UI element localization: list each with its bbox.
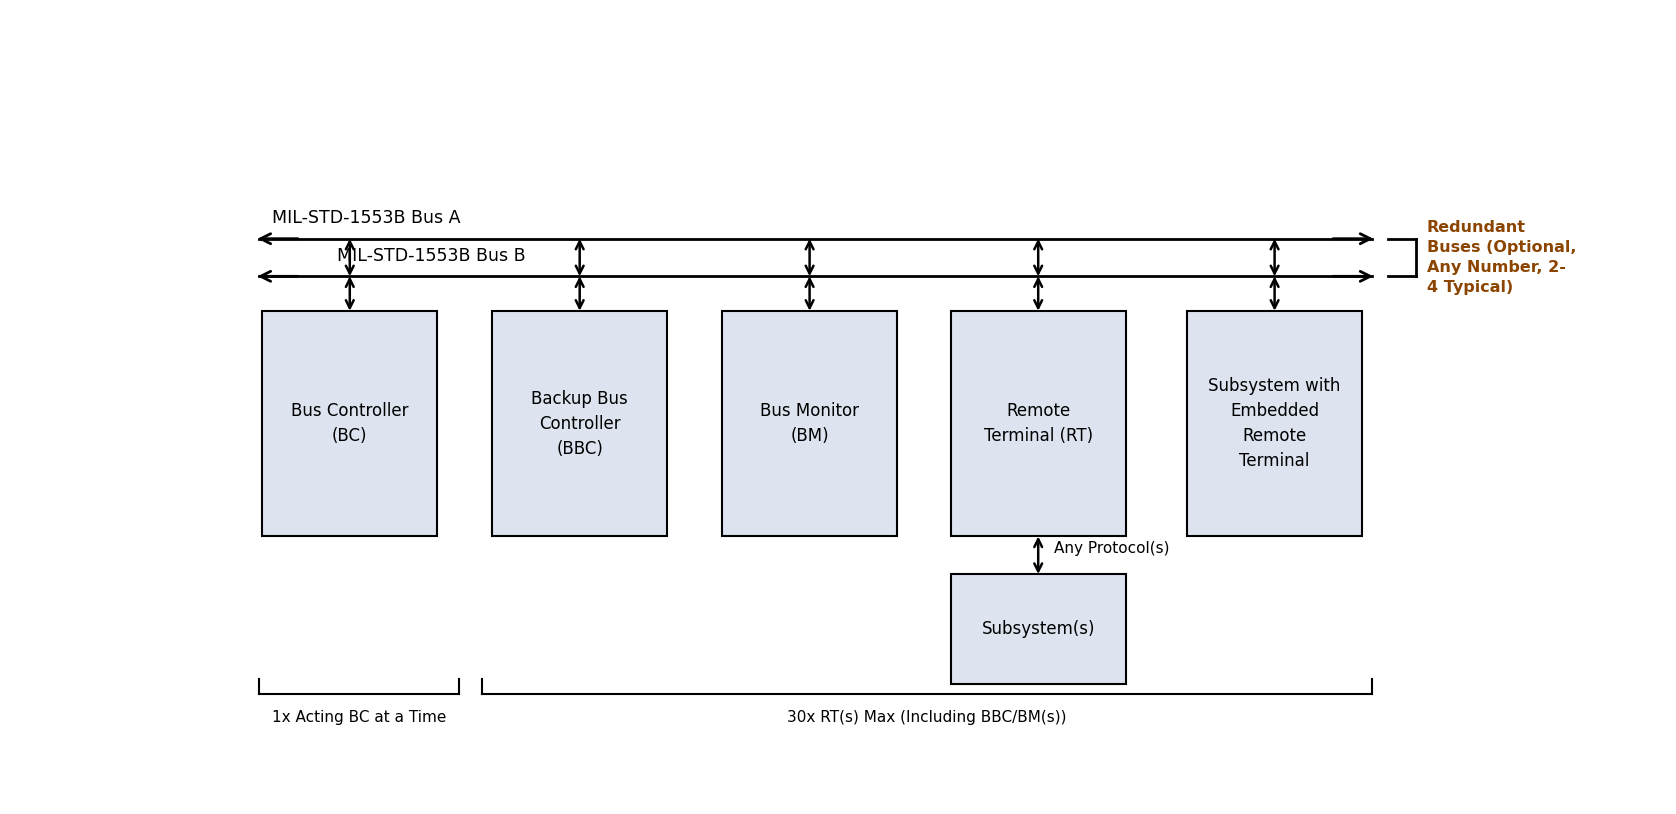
Text: Any Protocol(s): Any Protocol(s) — [1054, 541, 1170, 557]
Bar — [261, 311, 437, 536]
Bar — [950, 311, 1126, 536]
Text: 30x RT(s) Max (Including BBC/BM(s)): 30x RT(s) Max (Including BBC/BM(s)) — [788, 710, 1068, 725]
Text: Remote
Terminal (RT): Remote Terminal (RT) — [984, 402, 1093, 445]
Text: Subsystem with
Embedded
Remote
Terminal: Subsystem with Embedded Remote Terminal — [1208, 377, 1341, 470]
Text: Bus Controller
(BC): Bus Controller (BC) — [292, 402, 409, 445]
Bar — [950, 574, 1126, 684]
Bar — [1187, 311, 1363, 536]
Text: Redundant
Buses (Optional,
Any Number, 2-
4 Typical): Redundant Buses (Optional, Any Number, 2… — [1426, 221, 1575, 295]
Text: MIL-STD-1553B Bus B: MIL-STD-1553B Bus B — [337, 247, 525, 265]
Text: Subsystem(s): Subsystem(s) — [982, 620, 1094, 638]
Text: Bus Monitor
(BM): Bus Monitor (BM) — [761, 402, 860, 445]
Bar — [493, 311, 667, 536]
Text: MIL-STD-1553B Bus A: MIL-STD-1553B Bus A — [272, 209, 461, 227]
Bar — [722, 311, 897, 536]
Text: 1x Acting BC at a Time: 1x Acting BC at a Time — [272, 710, 446, 725]
Text: Backup Bus
Controller
(BBC): Backup Bus Controller (BBC) — [531, 390, 628, 457]
